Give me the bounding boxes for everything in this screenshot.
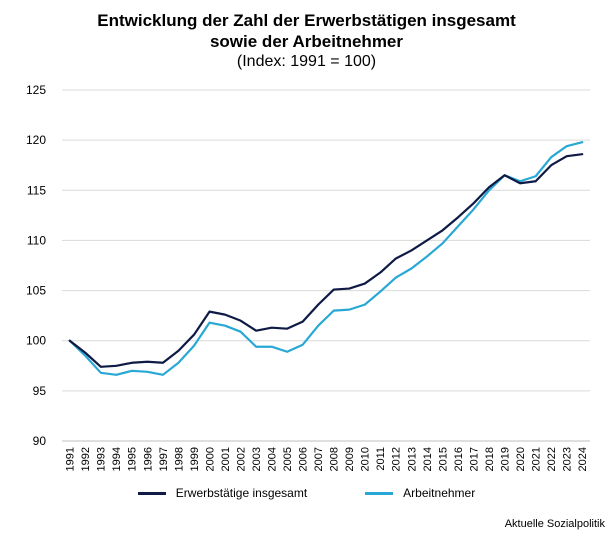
x-tick-label-1991: 1991 — [65, 447, 77, 471]
line-chart: 90 95 100 105 110 115 120 125 1991 1992 1993 1994 19… — [26, 83, 590, 471]
x-tick-label-2015: 2015 — [437, 447, 449, 471]
x-tick-label-2004: 2004 — [266, 447, 278, 471]
x-tick-label-2012: 2012 — [391, 447, 403, 471]
x-tick-label-2023: 2023 — [562, 447, 574, 471]
x-tick-label-2011: 2011 — [375, 447, 387, 471]
chart-title: Entwicklung der Zahl der Erwerbstätigen … — [97, 11, 516, 30]
x-tick-label-2000: 2000 — [204, 447, 216, 471]
x-tick-label-2001: 2001 — [220, 447, 232, 471]
x-tick-label-2024: 2024 — [577, 447, 589, 471]
x-tick-label-2008: 2008 — [329, 447, 341, 471]
chart-subtitle: (Index: 1991 = 100) — [236, 53, 377, 70]
chart-title-line2: sowie der Arbeitnehmer — [209, 32, 404, 51]
legend-swatch-arbeitnehmer — [365, 491, 394, 495]
chart-legend: Erwerbstätige insgesamt Arbeitnehmer — [0, 486, 613, 500]
y-tick-label-110: 110 — [27, 233, 46, 247]
x-tick-label-1996: 1996 — [142, 447, 154, 471]
legend-swatch-erwerbstaetige — [137, 491, 166, 495]
legend-label-arbeitnehmer: Arbeitnehmer — [403, 486, 476, 500]
y-tick-label-100: 100 — [26, 334, 46, 348]
legend-label-erwerbstaetige: Erwerbstätige insgesamt — [175, 486, 308, 500]
x-tick-label-2005: 2005 — [282, 447, 294, 471]
x-tick-label-1993: 1993 — [96, 447, 108, 471]
legend-item-arbeitnehmer: Arbeitnehmer — [365, 486, 475, 500]
x-tick-label-2020: 2020 — [515, 447, 527, 471]
y-tick-label-95: 95 — [33, 384, 47, 398]
x-tick-label-1995: 1995 — [127, 447, 139, 471]
x-tick-label-2002: 2002 — [235, 447, 247, 471]
x-tick-label-1997: 1997 — [158, 447, 170, 471]
x-tick-label-2021: 2021 — [530, 447, 542, 471]
x-tick-label-2017: 2017 — [468, 447, 480, 471]
x-tick-label-2010: 2010 — [360, 447, 372, 471]
x-tick-label-1998: 1998 — [173, 447, 185, 471]
x-tick-label-1994: 1994 — [111, 447, 123, 471]
series-line-arbeitnehmer — [68, 141, 584, 376]
y-tick-label-115: 115 — [27, 183, 46, 197]
y-tick-label-120: 120 — [26, 133, 46, 147]
chart-title-block: Entwicklung der Zahl der Erwerbstätigen … — [0, 10, 613, 72]
x-tick-label-2014: 2014 — [422, 447, 434, 471]
source-note: Aktuelle Sozialpolitik — [504, 518, 605, 530]
x-tick-label-2003: 2003 — [251, 447, 263, 471]
x-tick-label-2013: 2013 — [406, 447, 418, 471]
y-tick-label-125: 125 — [26, 83, 46, 97]
y-tick-label-105: 105 — [26, 284, 46, 298]
x-tick-label-1992: 1992 — [80, 447, 92, 471]
x-tick-label-2018: 2018 — [484, 447, 496, 471]
x-tick-label-2006: 2006 — [298, 447, 310, 471]
y-tick-label-90: 90 — [33, 434, 47, 448]
x-tick-label-2019: 2019 — [499, 447, 511, 471]
legend-item-erwerbstaetige: Erwerbstätige insgesamt — [137, 486, 308, 500]
x-tick-label-2007: 2007 — [313, 447, 325, 471]
series-line-erwerbstaetige — [68, 153, 584, 368]
x-tick-label-2022: 2022 — [546, 447, 558, 471]
x-tick-label-2016: 2016 — [453, 447, 465, 471]
x-tick-label-2009: 2009 — [344, 447, 356, 471]
x-tick-label-1999: 1999 — [189, 447, 201, 471]
